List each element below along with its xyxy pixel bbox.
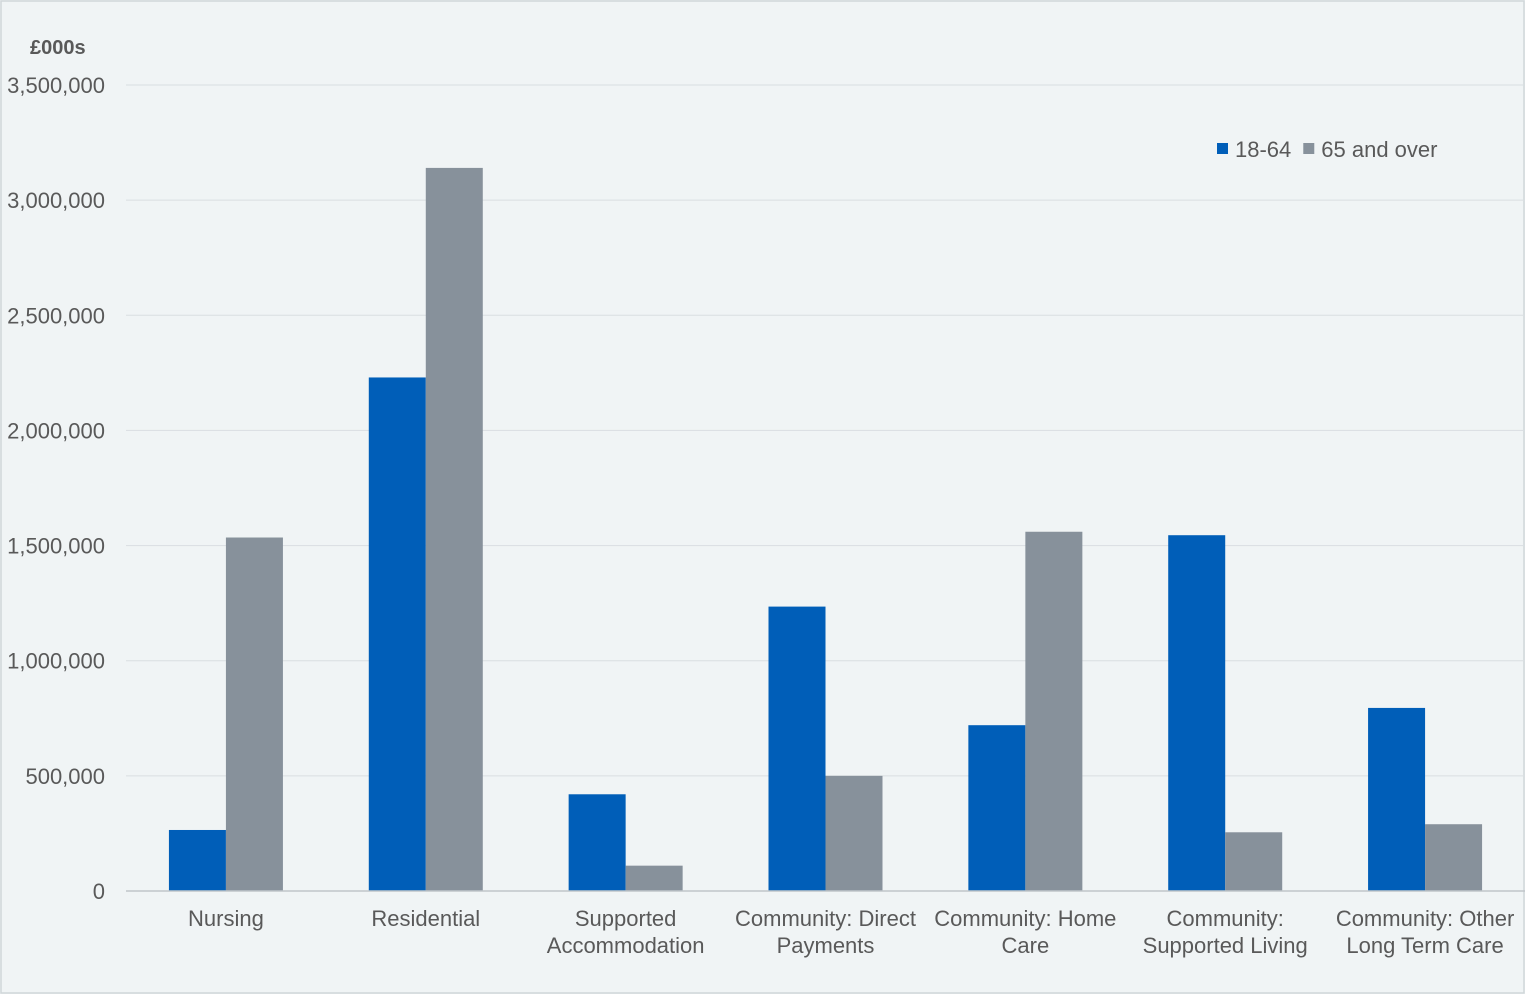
x-category-label: Payments xyxy=(777,933,875,958)
legend-label: 65 and over xyxy=(1321,137,1437,162)
legend-swatch xyxy=(1303,143,1315,154)
y-tick-label: 500,000 xyxy=(25,764,105,789)
y-tick-label: 2,500,000 xyxy=(7,303,105,328)
x-category-label: Long Term Care xyxy=(1346,933,1503,958)
x-category-label: Nursing xyxy=(188,906,264,931)
legend-swatch xyxy=(1217,143,1228,154)
y-tick-label: 3,500,000 xyxy=(7,73,105,98)
bar xyxy=(225,537,283,891)
y-tick-label: 3,000,000 xyxy=(7,188,105,213)
x-category-label: Supported xyxy=(575,906,677,931)
x-category-label: Residential xyxy=(371,906,480,931)
bar xyxy=(1168,535,1226,891)
bar xyxy=(568,794,626,891)
bar xyxy=(1368,707,1426,891)
x-category-label: Community: xyxy=(1167,906,1284,931)
gridlines xyxy=(126,84,1525,777)
y-tick-label: 1,000,000 xyxy=(7,649,105,674)
bar xyxy=(768,606,826,891)
bar xyxy=(368,377,426,891)
y-tick-label: 1,500,000 xyxy=(7,534,105,559)
bar xyxy=(1425,824,1483,891)
x-category-label: Accommodation xyxy=(547,933,705,958)
x-category-label: Community: Other xyxy=(1336,906,1515,931)
bar xyxy=(968,725,1026,891)
y-tick-label: 2,000,000 xyxy=(7,418,105,443)
axes: 0 500,000 1,000,000 1,500,000 2,000,000 2,500… xyxy=(7,73,1525,958)
bar xyxy=(168,829,226,891)
bars xyxy=(168,167,1483,892)
bar xyxy=(625,865,683,891)
bar xyxy=(1225,832,1283,891)
x-category-label: Supported Living xyxy=(1143,933,1308,958)
bar xyxy=(425,167,483,892)
y-tick-label: 0 xyxy=(93,879,105,904)
legend-label: 18-64 xyxy=(1235,137,1291,162)
x-category-label: Care xyxy=(1002,933,1050,958)
legend: 18-64 65 and over xyxy=(1217,137,1437,162)
bar xyxy=(1025,531,1083,891)
y-axis-unit-label: £000s xyxy=(30,37,86,59)
x-category-label: Community: Home xyxy=(934,906,1116,931)
bar xyxy=(825,775,883,891)
x-category-label: Community: Direct xyxy=(735,906,916,931)
